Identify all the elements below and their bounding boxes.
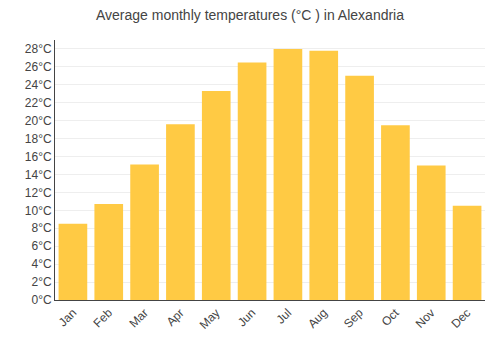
svg-text:Apr: Apr — [164, 306, 187, 329]
svg-text:18°C: 18°C — [25, 132, 52, 146]
svg-text:14°C: 14°C — [25, 168, 52, 182]
svg-text:8°C: 8°C — [31, 221, 51, 235]
svg-text:6°C: 6°C — [31, 239, 51, 253]
svg-text:28°C: 28°C — [25, 42, 52, 56]
svg-text:12°C: 12°C — [25, 186, 52, 200]
svg-text:Jan: Jan — [56, 306, 80, 330]
svg-text:26°C: 26°C — [25, 60, 52, 74]
svg-text:Mar: Mar — [126, 306, 151, 331]
svg-text:Sep: Sep — [341, 306, 366, 331]
svg-text:Dec: Dec — [448, 306, 473, 331]
svg-text:Average monthly temperatures (: Average monthly temperatures (°C ) in Al… — [96, 7, 404, 23]
svg-text:Jun: Jun — [235, 306, 259, 330]
svg-text:Nov: Nov — [413, 306, 438, 331]
svg-text:10°C: 10°C — [25, 204, 52, 218]
svg-text:4°C: 4°C — [31, 257, 51, 271]
svg-text:20°C: 20°C — [25, 114, 52, 128]
svg-text:Oct: Oct — [379, 305, 403, 329]
svg-text:Feb: Feb — [91, 306, 116, 331]
svg-text:Jul: Jul — [274, 306, 295, 327]
svg-text:24°C: 24°C — [25, 78, 52, 92]
svg-text:Aug: Aug — [305, 306, 330, 331]
svg-text:2°C: 2°C — [31, 275, 51, 289]
svg-text:22°C: 22°C — [25, 96, 52, 110]
svg-text:May: May — [197, 306, 223, 332]
svg-text:16°C: 16°C — [25, 150, 52, 164]
svg-text:0°C: 0°C — [31, 293, 51, 307]
